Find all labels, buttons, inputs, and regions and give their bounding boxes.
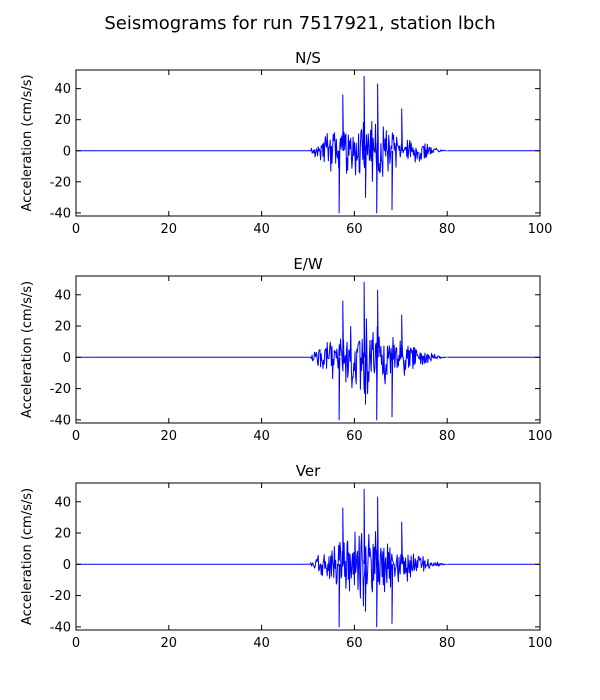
y-tick-label: -40: [50, 206, 71, 221]
y-tick-label: 0: [63, 144, 71, 159]
x-tick-label: 40: [253, 222, 270, 237]
series-line: [76, 281, 540, 421]
x-tick-label: 60: [346, 429, 363, 444]
axes-frame: [75, 275, 541, 424]
x-tick-label: 100: [528, 636, 553, 651]
axes-frame: [75, 482, 541, 631]
x-tick-label: 40: [253, 636, 270, 651]
y-tick-label: 0: [63, 558, 71, 573]
x-tick-label: 40: [253, 429, 270, 444]
y-tick-label: 40: [54, 82, 71, 97]
x-tick-label: 0: [72, 222, 80, 237]
series-line: [76, 75, 540, 214]
series-line: [76, 488, 540, 628]
y-tick-label: 20: [54, 113, 71, 128]
y-tick-label: -40: [50, 413, 71, 428]
y-tick-label: 40: [54, 288, 71, 303]
y-tick-label: 0: [63, 351, 71, 366]
x-tick-label: 100: [528, 429, 553, 444]
x-tick-label: 0: [72, 429, 80, 444]
y-tick-label: 20: [54, 320, 71, 335]
subplot-3: Ver 0 20 40 60 80 100 -40 -20 0 20 40 Acceleration (…: [20, 462, 552, 651]
figure-title: Seismograms for run 7517921, station lbc…: [104, 13, 495, 34]
axes-frame: [75, 69, 541, 217]
y-tick-label: -40: [50, 620, 71, 635]
y-axis-label: Acceleration (cm/s/s): [20, 488, 35, 625]
subplot-title: Ver: [296, 462, 321, 480]
y-tick-label: 40: [54, 495, 71, 510]
subplot-1: N/S 0 20 40 60 80 100 -40 -20 0 20 40 Acceleration (…: [20, 49, 552, 237]
x-tick-label: 80: [439, 636, 456, 651]
subplot-title: E/W: [293, 255, 323, 273]
y-axis-label: Acceleration (cm/s/s): [20, 281, 35, 418]
y-axis-label: Acceleration (cm/s/s): [20, 74, 35, 211]
x-tick-label: 20: [161, 429, 178, 444]
y-tick-label: -20: [50, 589, 71, 604]
x-tick-label: 60: [346, 222, 363, 237]
x-tick-label: 20: [161, 636, 178, 651]
x-tick-label: 20: [161, 222, 178, 237]
x-tick-label: 100: [528, 222, 553, 237]
y-tick-label: 20: [54, 527, 71, 542]
y-tick-label: -20: [50, 175, 71, 190]
subplot-title: N/S: [295, 49, 321, 67]
x-tick-label: 0: [72, 636, 80, 651]
x-tick-label: 80: [439, 222, 456, 237]
x-tick-label: 60: [346, 636, 363, 651]
subplot-2: E/W 0 20 40 60 80 100 -40 -20 0 20 40 Acceleration (…: [20, 255, 552, 444]
x-tick-label: 80: [439, 429, 456, 444]
y-tick-label: -20: [50, 382, 71, 397]
